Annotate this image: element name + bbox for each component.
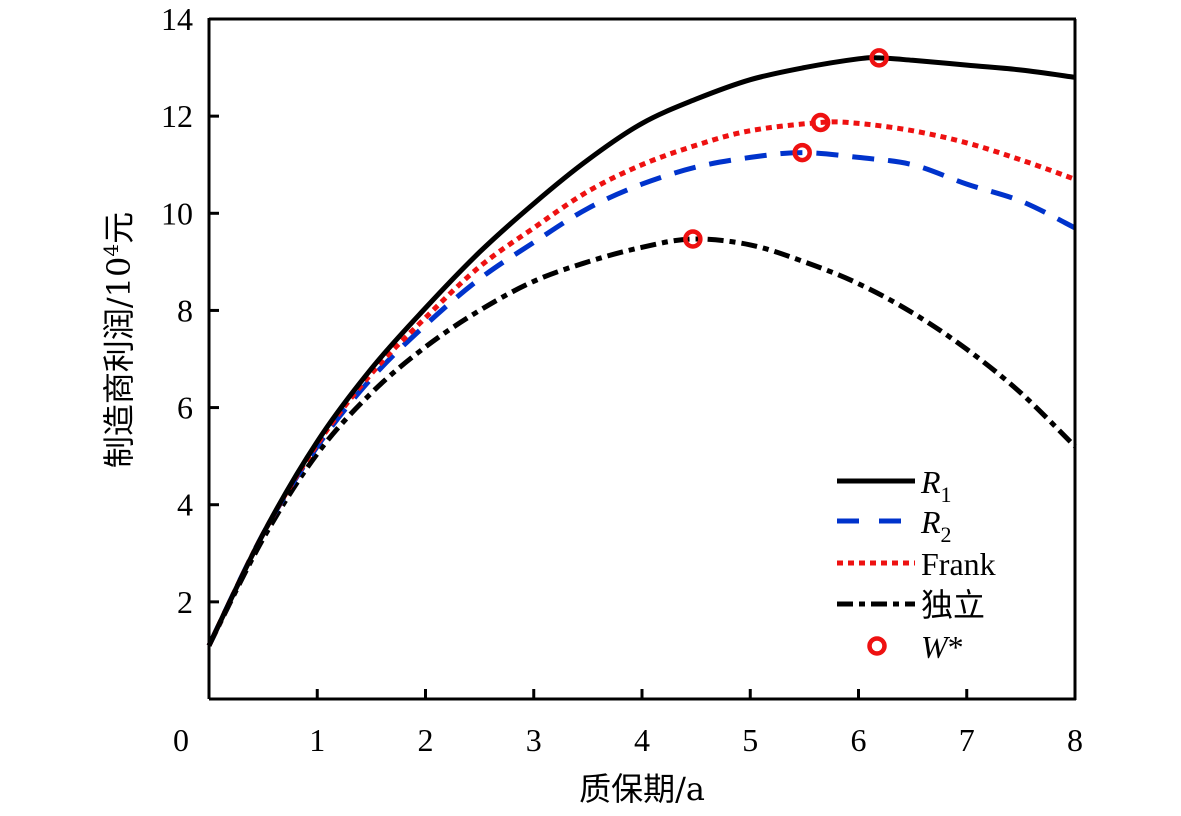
x-tick-label: 1 [309, 722, 325, 758]
legend-label-suffix: * [948, 629, 964, 665]
x-ticks: 0 1 2 3 4 5 6 7 8 [173, 689, 1083, 758]
legend-label-main: R [920, 464, 941, 500]
legend-label-sub: 2 [941, 522, 952, 547]
x-tick-label: 4 [634, 722, 650, 758]
legend-label-1: R1 [920, 464, 952, 507]
legend-label-3: Frank [921, 546, 996, 582]
x-tick-label: 2 [418, 722, 434, 758]
legend-label-main: W [921, 629, 951, 665]
y-axis-title-sup: 4 [99, 244, 123, 257]
x-tick-label: 3 [526, 722, 542, 758]
y-tick-label: 12 [161, 98, 193, 134]
optimum-marker [792, 142, 812, 163]
y-tick-label: 6 [177, 390, 193, 426]
x-tick-label: 5 [742, 722, 758, 758]
series-line-4 [206, 236, 1077, 647]
y-tick-label: 2 [177, 584, 193, 620]
series-line-3 [206, 119, 1076, 647]
legend-label-sub: 1 [941, 482, 952, 507]
y-tick-label: 14 [161, 1, 193, 37]
y-ticks: 2 4 6 8 10 12 14 [161, 1, 219, 620]
x-tick-label: 6 [851, 722, 867, 758]
y-tick-label: 4 [177, 487, 193, 523]
legend-label-optimum: W* [921, 629, 964, 665]
x-tick-label: 8 [1067, 722, 1083, 758]
x-axis-title: 质保期/a [579, 770, 705, 808]
optimum-marker [810, 112, 831, 133]
optimum-marker [869, 48, 889, 68]
x-tick-label: 7 [959, 722, 975, 758]
legend-label-main: 独立 [921, 587, 985, 623]
optimum-markers [683, 48, 889, 249]
legend-label-4: 独立 [921, 587, 985, 623]
series-line-1 [206, 55, 1076, 647]
y-tick-label: 10 [161, 195, 193, 231]
legend-label-main: Frank [921, 546, 996, 582]
y-tick-label: 8 [177, 292, 193, 328]
plot-lines [206, 55, 1077, 647]
y-axis-title-unit: 元 [100, 212, 138, 244]
x-tick-label: 0 [173, 722, 189, 758]
y-axis-title-main: 制造商利润/10 [100, 257, 138, 469]
legend-label-main: R [920, 504, 941, 540]
legend-swatch-optimum [867, 636, 887, 656]
optimum-marker [683, 229, 703, 249]
y-axis-title: 制造商利润/104元 [99, 212, 138, 468]
legend-label-2: R2 [920, 504, 952, 547]
